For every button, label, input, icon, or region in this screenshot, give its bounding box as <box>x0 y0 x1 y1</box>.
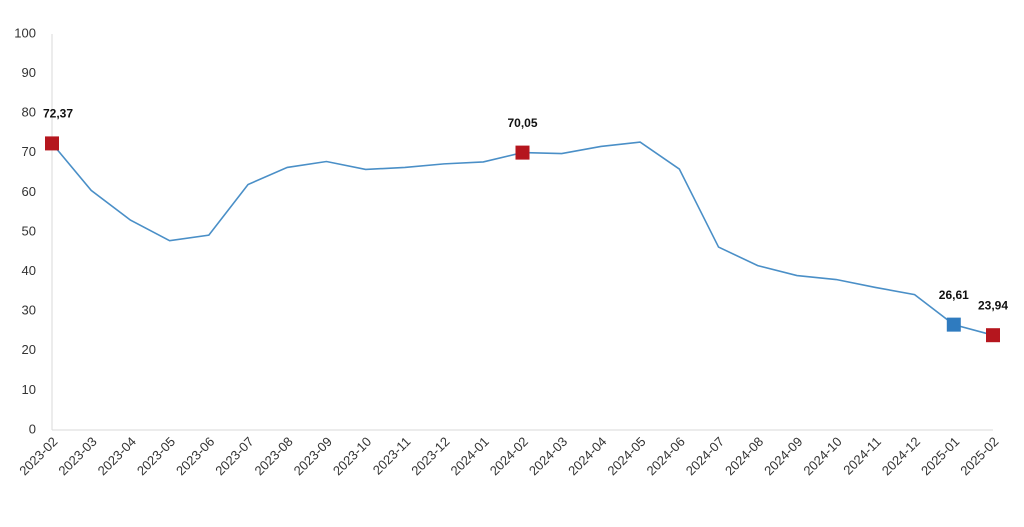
x-tick-label: 2024-05 <box>604 434 648 478</box>
x-tick-label: 2024-04 <box>565 434 609 478</box>
data-label: 70,05 <box>507 116 537 130</box>
marker <box>45 136 59 151</box>
y-tick-label: 10 <box>22 382 36 397</box>
x-tick-label: 2023-11 <box>370 434 414 478</box>
x-tick-label: 2024-10 <box>800 434 844 478</box>
y-tick-label: 100 <box>14 25 36 40</box>
x-tick-label: 2023-04 <box>95 434 139 478</box>
marker <box>515 145 530 160</box>
y-tick-label: 40 <box>22 263 36 278</box>
y-tick-label: 30 <box>22 303 36 318</box>
x-tick-label: 2024-01 <box>447 434 491 478</box>
x-tick-label: 2024-06 <box>644 434 688 478</box>
y-tick-label: 90 <box>22 65 36 80</box>
marker <box>986 328 1000 343</box>
x-tick-label: 2025-02 <box>957 434 1001 478</box>
y-tick-label: 70 <box>22 144 36 159</box>
x-tick-label: 2023-08 <box>251 434 295 478</box>
x-tick-label: 2024-08 <box>722 434 766 478</box>
y-tick-label: 80 <box>22 105 36 120</box>
x-tick-label: 2023-12 <box>408 434 452 478</box>
line <box>51 141 994 336</box>
x-tick-label: 2023-06 <box>173 434 217 478</box>
x-tick-label: 2024-02 <box>487 434 531 478</box>
x-tick-label: 2023-02 <box>16 434 60 478</box>
x-tick-label: 2023-07 <box>212 434 256 478</box>
x-tick-label: 2023-03 <box>55 434 99 478</box>
data-label: 23,94 <box>978 298 1008 312</box>
x-tick-label: 2023-10 <box>330 434 374 478</box>
marker <box>946 317 961 332</box>
x-tick-label: 2024-12 <box>879 434 923 478</box>
y-tick-label: 20 <box>22 342 36 357</box>
x-tick-label: 2025-01 <box>918 434 962 478</box>
y-tick-label: 0 <box>29 421 36 436</box>
data-label: 26,61 <box>939 288 969 302</box>
x-tick-label: 2024-07 <box>683 434 727 478</box>
x-tick-label: 2024-11 <box>840 434 884 478</box>
y-tick-label: 50 <box>22 223 36 238</box>
data-label: 72,37 <box>43 107 73 121</box>
x-tick-label: 2024-03 <box>526 434 570 478</box>
y-tick-label: 60 <box>22 184 36 199</box>
x-tick-label: 2023-09 <box>291 434 335 478</box>
x-tick-label: 2024-09 <box>761 434 805 478</box>
x-tick-label: 2023-05 <box>134 434 178 478</box>
